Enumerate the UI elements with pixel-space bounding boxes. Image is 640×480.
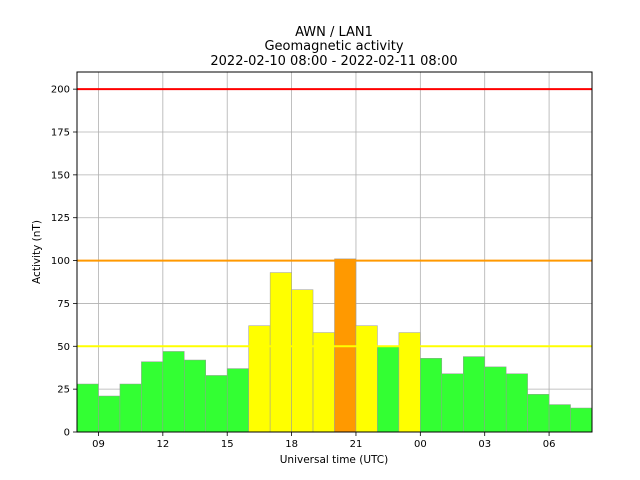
y-tick-label: 25	[57, 385, 70, 396]
y-tick-label: 0	[64, 428, 70, 439]
activity-bar	[269, 272, 292, 433]
y-tick-label: 125	[51, 213, 70, 224]
x-tick-label: 12	[156, 439, 169, 450]
activity-bar	[141, 361, 164, 433]
x-axis-ticks: 09 12 15 18 21 00 03 06	[92, 432, 555, 450]
activity-bar	[119, 383, 142, 433]
plot-frame	[76, 71, 593, 433]
y-axis-label: Activity (nT)	[31, 220, 43, 284]
x-tick-label: 06	[543, 439, 556, 450]
y-tick-label: 50	[57, 342, 70, 353]
y-tick-label: 200	[51, 85, 70, 96]
activity-bar	[312, 332, 335, 433]
activity-bar	[291, 289, 314, 433]
y-tick-label: 75	[57, 299, 70, 310]
chart-title-line-2: Geomagnetic activity	[264, 39, 403, 54]
y-tick-label: 150	[51, 170, 70, 181]
activity-bar	[355, 325, 378, 433]
activity-bar	[377, 346, 400, 433]
chart-title-line-3: 2022-02-10 08:00 - 2022-02-11 08:00	[210, 54, 457, 69]
threshold-lines	[77, 88, 592, 348]
x-axis-label: Universal time (UTC)	[280, 454, 388, 466]
activity-bar	[463, 356, 485, 433]
activity-bar	[420, 358, 443, 433]
activity-bar	[441, 373, 464, 433]
activity-bar	[527, 394, 550, 433]
y-axis-ticks: 0 25 50 75 100 125 150 175 200	[51, 85, 77, 439]
activity-bar	[205, 375, 228, 433]
activity-bar	[398, 332, 421, 433]
y-tick-label: 100	[51, 256, 70, 267]
activity-bar	[98, 395, 121, 433]
bars	[76, 258, 593, 433]
activity-bar	[570, 407, 593, 433]
x-tick-label: 21	[350, 439, 363, 450]
x-tick-label: 03	[478, 439, 491, 450]
y-tick-label: 175	[51, 128, 70, 139]
activity-bar	[226, 368, 249, 433]
chart-title-line-1: AWN / LAN1	[295, 25, 373, 40]
x-tick-label: 00	[414, 439, 427, 450]
activity-bar	[76, 383, 99, 433]
activity-bar	[548, 404, 571, 433]
activity-bar	[248, 325, 271, 433]
activity-bar	[505, 373, 528, 433]
activity-bar	[184, 359, 207, 433]
x-tick-label: 15	[221, 439, 234, 450]
activity-bar	[484, 366, 507, 433]
x-tick-label: 18	[285, 439, 298, 450]
activity-bar	[162, 351, 185, 433]
x-tick-label: 09	[92, 439, 105, 450]
